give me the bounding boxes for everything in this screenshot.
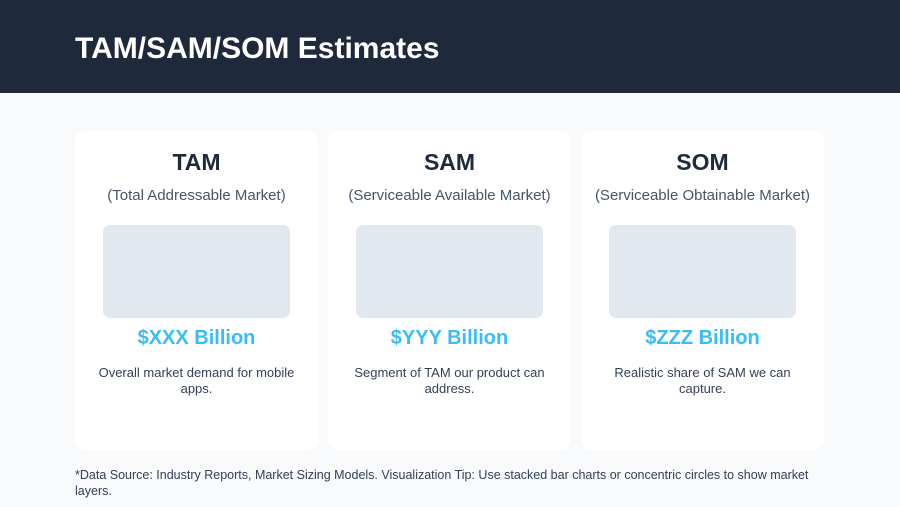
header: TAM/SAM/SOM Estimates xyxy=(0,0,900,93)
footnote: *Data Source: Industry Reports, Market S… xyxy=(75,468,809,498)
card-title: SAM xyxy=(423,149,476,175)
card-tam: TAM (Total Addressable Market) $XXX Bill… xyxy=(75,131,318,450)
card-som: SOM (Serviceable Obtainable Market) $ZZZ… xyxy=(581,131,824,450)
card-description: Overall market demand for mobile apps. xyxy=(98,365,295,396)
cards-row: TAM (Total Addressable Market) $XXX Bill… xyxy=(75,131,824,450)
page-title: TAM/SAM/SOM Estimates xyxy=(75,32,440,65)
card-value: $XXX Billion xyxy=(137,327,256,349)
image-placeholder xyxy=(103,225,290,318)
card-subtitle: (Serviceable Available Market) xyxy=(348,187,551,204)
card-description: Segment of TAM our product can address. xyxy=(354,365,545,396)
image-placeholder xyxy=(609,225,796,318)
card-value: $YYY Billion xyxy=(390,327,509,349)
card-description: Realistic share of SAM we can capture. xyxy=(614,365,791,396)
card-subtitle: (Total Addressable Market) xyxy=(107,187,286,204)
card-title: TAM xyxy=(172,149,221,175)
image-placeholder xyxy=(356,225,543,318)
card-title: SOM xyxy=(676,149,729,175)
card-sam: SAM (Serviceable Available Market) $YYY … xyxy=(328,131,571,450)
card-subtitle: (Serviceable Obtainable Market) xyxy=(594,187,811,204)
card-value: $ZZZ Billion xyxy=(645,327,760,349)
